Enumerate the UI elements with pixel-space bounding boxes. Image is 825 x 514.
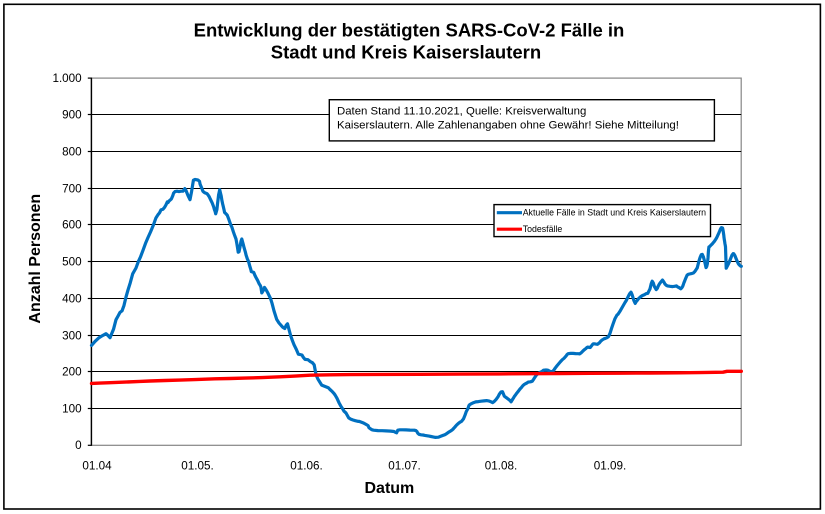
svg-text:200: 200 xyxy=(62,365,82,378)
svg-text:01.07.: 01.07. xyxy=(388,459,421,472)
svg-text:700: 700 xyxy=(62,182,82,195)
svg-text:01.04: 01.04 xyxy=(82,459,112,472)
svg-text:0: 0 xyxy=(75,439,82,452)
svg-text:01.05.: 01.05. xyxy=(181,459,214,472)
svg-text:300: 300 xyxy=(62,329,82,342)
svg-text:01.06.: 01.06. xyxy=(290,459,323,472)
svg-text:600: 600 xyxy=(62,218,82,231)
svg-text:Todesfälle: Todesfälle xyxy=(523,224,563,234)
svg-text:01.09.: 01.09. xyxy=(594,459,627,472)
svg-text:Anzahl Personen: Anzahl Personen xyxy=(27,194,44,324)
svg-text:01.08.: 01.08. xyxy=(485,459,518,472)
svg-text:500: 500 xyxy=(62,255,82,268)
svg-text:100: 100 xyxy=(62,402,82,415)
svg-text:1.000: 1.000 xyxy=(52,72,82,85)
svg-text:900: 900 xyxy=(62,108,82,121)
svg-text:Entwicklung der bestätigten SA: Entwicklung der bestätigten SARS-CoV-2 F… xyxy=(194,20,625,41)
svg-text:Daten Stand 11.10.2021, Quelle: Daten Stand 11.10.2021, Quelle: Kreisver… xyxy=(337,105,586,117)
svg-text:Datum: Datum xyxy=(365,480,415,497)
svg-text:Kaiserslautern. Alle Zahlenang: Kaiserslautern. Alle Zahlenangaben ohne … xyxy=(337,120,679,132)
svg-text:400: 400 xyxy=(62,292,82,305)
svg-text:Aktuelle Fälle in Stadt und Kr: Aktuelle Fälle in Stadt und Kreis Kaiser… xyxy=(523,208,706,218)
svg-text:800: 800 xyxy=(62,145,82,158)
svg-text:Stadt und Kreis Kaiserslautern: Stadt und Kreis Kaiserslautern xyxy=(271,41,541,62)
